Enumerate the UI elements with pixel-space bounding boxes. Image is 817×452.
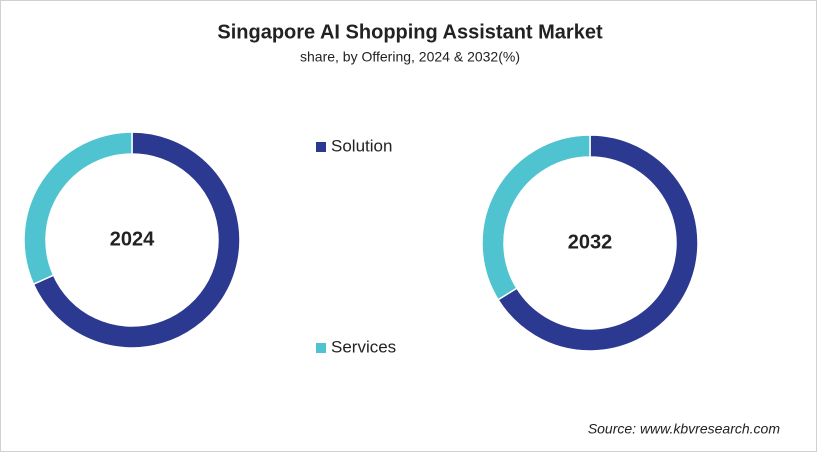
source: Source: www.kbvresearch.com	[588, 421, 781, 437]
donut-label: 2032	[568, 231, 613, 253]
donut-segment	[23, 131, 133, 286]
legend-label: Solution	[331, 136, 392, 155]
legend-swatch	[316, 343, 326, 353]
chart-title: Singapore AI Shopping Assistant Market	[217, 21, 603, 43]
legend-label: Services	[331, 337, 396, 356]
donut-segment	[497, 134, 699, 352]
donut-segment	[32, 131, 241, 349]
legend-swatch	[316, 142, 326, 152]
chart-subtitle: share, by Offering, 2024 & 2032(%)	[300, 49, 520, 65]
donut-segment	[481, 134, 591, 301]
donut-label: 2024	[110, 228, 155, 250]
